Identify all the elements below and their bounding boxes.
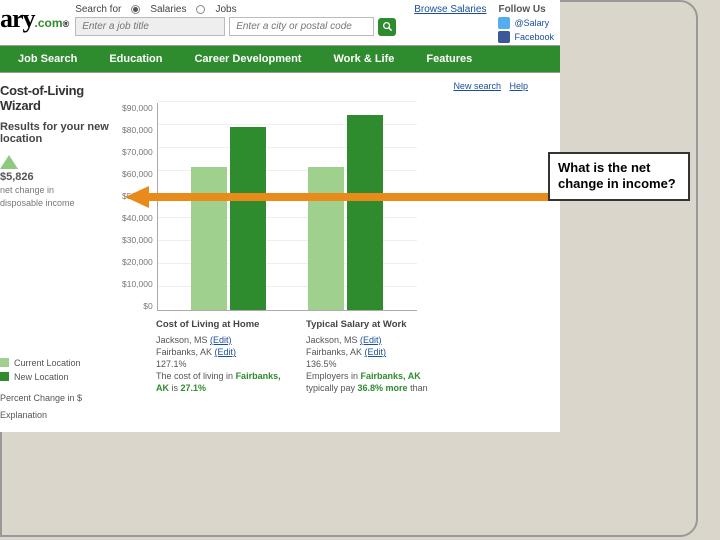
facebook-icon <box>498 31 510 43</box>
logo-text: ary <box>0 4 35 34</box>
col-exp: The cost of living in Fairbanks, AK is 2… <box>156 370 282 394</box>
follow-us: Follow Us @Salary Facebook <box>498 4 554 43</box>
legend-exp: Explanation <box>0 407 116 424</box>
col-new-row: Fairbanks, AK (Edit) <box>306 346 432 358</box>
logo-suffix: .com <box>35 16 63 30</box>
net-change-label1: net change in <box>0 185 116 196</box>
social-twitter[interactable]: @Salary <box>498 17 554 29</box>
site-logo[interactable]: ary .com ® <box>0 4 69 34</box>
up-arrow-icon <box>0 155 18 169</box>
nav-education[interactable]: Education <box>109 53 162 65</box>
search-area: Search for Salaries Jobs <box>75 4 408 36</box>
edit-link[interactable]: (Edit) <box>365 347 387 357</box>
side-links: Browse Salaries <box>414 4 492 15</box>
edit-link[interactable]: (Edit) <box>215 347 237 357</box>
legend-new: New Location <box>0 372 116 382</box>
browse-salaries-link[interactable]: Browse Salaries <box>414 4 486 15</box>
search-icon <box>382 21 393 32</box>
legend: Current Location New Location Percent Ch… <box>0 358 116 424</box>
chart-top-links: New search Help <box>447 81 528 91</box>
location-input[interactable] <box>229 17 374 36</box>
col-current-row: Jackson, MS (Edit) <box>156 334 282 346</box>
annotation-arrow <box>125 186 555 208</box>
col-new-row: Fairbanks, AK (Edit) <box>156 346 282 358</box>
radio-salaries-label: Salaries <box>150 4 186 15</box>
net-change-amount: $5,826 <box>0 171 116 183</box>
col-pct: 127.1% <box>156 358 282 370</box>
left-column: Cost-of-Living Wizard Results for your n… <box>0 83 122 424</box>
logo-reg: ® <box>63 19 70 29</box>
content: Cost-of-Living Wizard Results for your n… <box>0 73 560 432</box>
bar-new <box>230 127 266 310</box>
social-facebook[interactable]: Facebook <box>498 31 554 43</box>
col-heading: Cost of Living at Home <box>156 319 282 332</box>
job-title-input[interactable] <box>75 17 225 36</box>
search-inputs <box>75 17 408 36</box>
legend-current: Current Location <box>0 358 116 368</box>
swatch-new <box>0 372 9 381</box>
edit-link[interactable]: (Edit) <box>360 335 382 345</box>
radio-salaries[interactable] <box>131 5 140 14</box>
radio-jobs[interactable] <box>196 5 205 14</box>
search-for-label: Search for <box>75 4 121 15</box>
nav-work-life[interactable]: Work & Life <box>333 53 394 65</box>
typical-salary-col: Typical Salary at Work Jackson, MS (Edit… <box>306 319 432 395</box>
search-for-row: Search for Salaries Jobs <box>75 4 408 15</box>
col-heading: Typical Salary at Work <box>306 319 432 332</box>
net-change-label2: disposable income <box>0 198 116 209</box>
col-exp: Employers in Fairbanks, AKtypically pay … <box>306 370 432 394</box>
search-button[interactable] <box>378 18 396 36</box>
wizard-title: Cost-of-Living Wizard <box>0 83 116 113</box>
col-current-row: Jackson, MS (Edit) <box>306 334 432 346</box>
help-link[interactable]: Help <box>509 81 528 91</box>
main-nav: Job Search Education Career Development … <box>0 45 560 73</box>
follow-title: Follow Us <box>498 4 554 15</box>
swatch-current <box>0 358 9 367</box>
twitter-icon <box>498 17 510 29</box>
nav-features[interactable]: Features <box>426 53 472 65</box>
bar-new <box>347 115 383 310</box>
nav-job-search[interactable]: Job Search <box>18 53 77 65</box>
app-screenshot: ary .com ® Search for Salaries Jobs Brow… <box>0 0 560 432</box>
edit-link[interactable]: (Edit) <box>210 335 232 345</box>
cost-of-living-col: Cost of Living at Home Jackson, MS (Edit… <box>156 319 282 395</box>
legend-pct: Percent Change in $ <box>0 390 116 407</box>
radio-jobs-label: Jobs <box>215 4 236 15</box>
arrow-shaft <box>147 193 555 201</box>
nav-career-dev[interactable]: Career Development <box>194 53 301 65</box>
new-search-link[interactable]: New search <box>453 81 501 91</box>
legend-extra: Percent Change in $ Explanation <box>0 390 116 424</box>
results-heading: Results for your new location <box>0 121 116 145</box>
arrow-head-icon <box>125 186 149 208</box>
col-pct: 136.5% <box>306 358 432 370</box>
below-chart: Cost of Living at Home Jackson, MS (Edit… <box>122 319 552 395</box>
callout-box: What is the net change in income? <box>548 152 690 201</box>
chart-column: New search Help $90,000$80,000$70,000$60… <box>122 83 552 424</box>
topbar: ary .com ® Search for Salaries Jobs Brow… <box>0 0 560 45</box>
